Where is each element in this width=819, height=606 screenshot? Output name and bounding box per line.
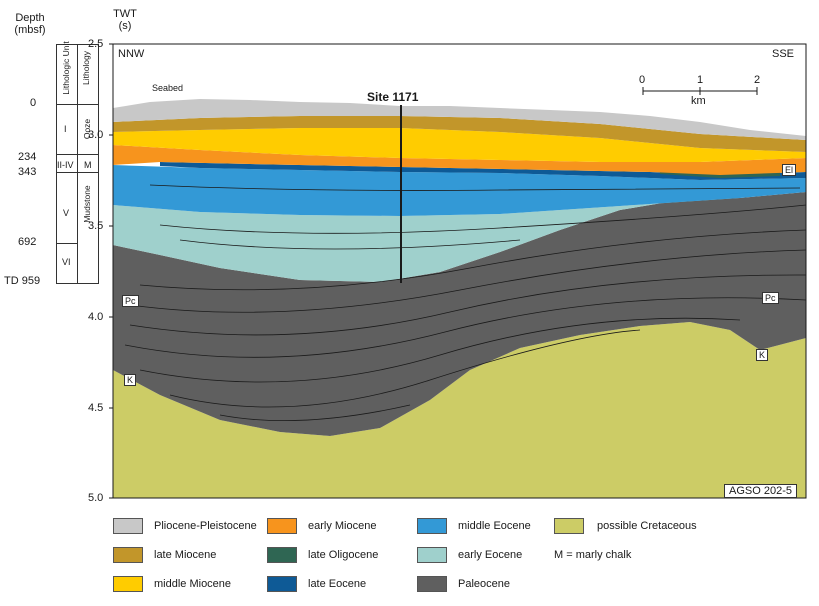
strat-divider [56, 172, 99, 173]
twt-tick-4-5: 4.5 [88, 402, 104, 414]
layer-cretaceous [113, 322, 806, 498]
depth-label-692: 692 [18, 236, 37, 248]
site-label: Site 1171 [367, 90, 419, 104]
legend-swatch-middle-miocene [113, 576, 143, 592]
strat-divider [56, 104, 99, 105]
legend-swatch-early-eocene [417, 547, 447, 563]
legend-label-middle-miocene: middle Miocene [154, 578, 232, 590]
legend-swatch-middle-eocene [417, 518, 447, 534]
depth-header-title: Depth [15, 12, 45, 24]
scale-unit: km [691, 95, 706, 107]
section-frame [112, 43, 807, 499]
legend-label-late-oligocene: late Oligocene [308, 549, 379, 561]
legend-label-pliocene: Pliocene-Pleistocene [154, 520, 257, 532]
layer-early-miocene [113, 145, 806, 175]
legend-label-paleocene: Paleocene [458, 578, 510, 590]
twt-tick-5-0: 5.0 [88, 492, 104, 504]
depth-header: Depth (mbsf) [12, 12, 48, 36]
legend-swatch-late-eocene [267, 576, 297, 592]
depth-label-343: 343 [18, 166, 37, 178]
source-tag: AGSO 202-5 [724, 484, 797, 498]
strat-divider [56, 243, 78, 244]
direction-right: SSE [772, 48, 795, 60]
marker-k-left: K [124, 374, 137, 386]
scale-tick-1: 1 [697, 74, 704, 86]
layer-pliocene [113, 99, 806, 140]
layer-late-miocene [113, 116, 806, 152]
legend-label-early-miocene: early Miocene [308, 520, 377, 532]
legend-swatch-paleocene [417, 576, 447, 592]
twt-header-title: TWT [113, 8, 137, 20]
twt-tick-4-0: 4.0 [88, 311, 104, 323]
strat-col-lithology [77, 44, 99, 284]
twt-tick-3-5: 3.5 [88, 220, 104, 232]
unit-label-v: V [63, 208, 70, 218]
direction-left: NNW [118, 48, 145, 60]
depth-header-unit: (mbsf) [14, 24, 46, 36]
reflector-lines [124, 184, 807, 422]
marker-el: El [782, 164, 797, 176]
legend-label-marly-chalk: M = marly chalk [554, 549, 632, 561]
strat-divider [56, 154, 99, 155]
scale-bar [642, 87, 758, 95]
twt-ticks [109, 43, 113, 499]
unit-label-i: I [64, 124, 67, 134]
legend-swatch-pliocene [113, 518, 143, 534]
twt-header-unit: (s) [118, 20, 132, 32]
marker-pc-left: Pc [122, 295, 139, 307]
twt-header: TWT (s) [110, 8, 140, 32]
marker-pc-right: Pc [762, 292, 779, 304]
legend-label-early-eocene: early Eocene [458, 549, 523, 561]
legend-label-late-miocene: late Miocene [154, 549, 217, 561]
depth-label-0: 0 [30, 97, 37, 109]
legend-swatch-late-oligocene [267, 547, 297, 563]
legend-swatch-cretaceous [554, 518, 584, 534]
layer-late-eocene [160, 162, 806, 180]
scale-tick-2: 2 [754, 74, 761, 86]
unit-label-vi: VI [62, 257, 71, 267]
legend-swatch-early-miocene [267, 518, 297, 534]
unit-label-ii-iv: II-IV [57, 160, 74, 170]
twt-tick-2-5: 2.5 [88, 38, 104, 50]
twt-tick-3-0: 3.0 [88, 129, 104, 141]
seabed-label: Seabed [152, 83, 184, 93]
layer-paleocene [113, 192, 806, 436]
depth-label-234: 234 [18, 151, 37, 163]
depth-label-td: TD 959 [4, 275, 41, 287]
layer-early-eocene [113, 192, 806, 282]
layer-middle-miocene [113, 128, 806, 162]
lithology-label-m: M [84, 160, 92, 170]
legend-swatch-late-miocene [113, 547, 143, 563]
legend-label-late-eocene: late Eocene [308, 578, 367, 590]
legend-label-cretaceous: possible Cretaceous [597, 520, 697, 532]
marker-k-right: K [756, 349, 769, 361]
scale-tick-0: 0 [639, 74, 646, 86]
legend-label-middle-eocene: middle Eocene [458, 520, 531, 532]
